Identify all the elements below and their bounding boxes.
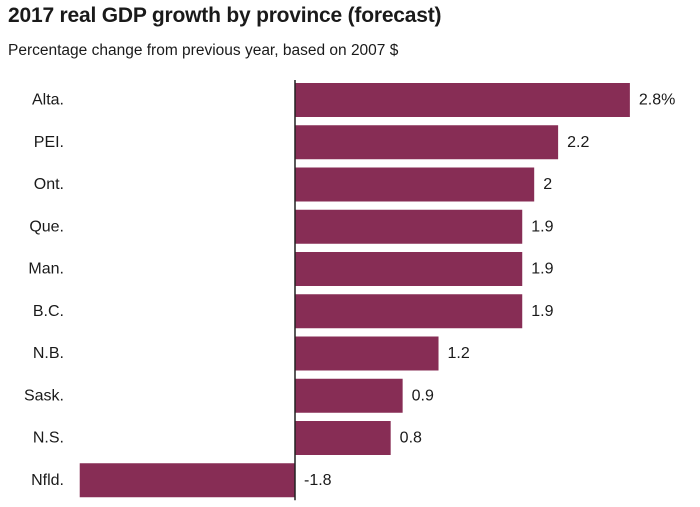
bar-nb (295, 336, 439, 371)
value-label: 0.8 (400, 430, 422, 447)
category-label: Man. (28, 261, 64, 278)
value-label: 0.9 (412, 387, 434, 404)
category-label: Que. (29, 218, 64, 235)
bar-man (295, 252, 523, 286)
bar-sask (295, 378, 403, 413)
bar-ont (295, 167, 535, 202)
value-label: 1.9 (531, 218, 553, 235)
bar-ns (295, 421, 391, 455)
category-label: Nfld. (31, 472, 64, 489)
chart-subtitle: Percentage change from previous year, ba… (8, 42, 399, 59)
bar-bc (295, 294, 523, 329)
bar-que (295, 209, 523, 244)
bar-alta (295, 83, 630, 117)
category-label: Ont. (34, 176, 64, 193)
value-label: 2 (543, 176, 552, 193)
category-label: PEI. (34, 134, 64, 151)
bar-nfld (79, 463, 295, 498)
chart-title: 2017 real GDP growth by province (foreca… (8, 4, 442, 27)
category-labels-layer: Alta. PEI. Ont. Que. Man. B.C. N.B. Sask. N.S. Nf… (24, 92, 64, 489)
value-label: -1.8 (304, 472, 332, 489)
category-label: Sask. (24, 387, 64, 404)
value-label: 1.2 (448, 345, 470, 362)
category-label: N.S. (33, 430, 64, 447)
bar-pei (295, 125, 559, 160)
category-label: N.B. (33, 345, 64, 362)
value-label: 1.9 (531, 303, 553, 320)
value-labels-layer: 2.8% 2.2 2 1.9 1.9 1.9 1.2 0.9 0.8 -1.8 (304, 92, 675, 489)
value-label: 2.8% (639, 92, 675, 109)
value-label: 2.2 (567, 134, 589, 151)
bars-layer (79, 83, 630, 498)
value-label: 1.9 (531, 261, 553, 278)
category-label: Alta. (32, 92, 64, 109)
category-label: B.C. (33, 303, 64, 320)
